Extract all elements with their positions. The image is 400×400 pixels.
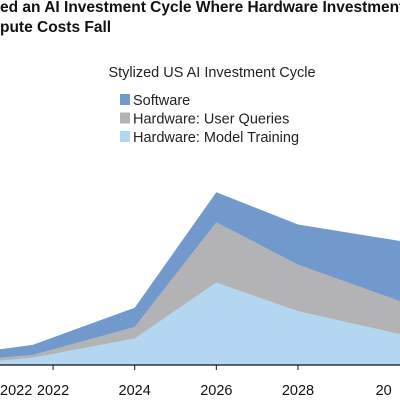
area-hardware-model-training	[0, 282, 400, 365]
legend-label: Hardware: Model Training	[133, 130, 299, 146]
area-software	[0, 192, 400, 358]
legend: Software Hardware: User Queries Hardware: …	[120, 93, 299, 146]
stacked-areas	[0, 192, 400, 365]
x-axis: 2022 2022 2024 2026 2028 20	[0, 364, 400, 399]
area-hardware-user-queries	[0, 222, 400, 361]
headline-line-2: pute Costs Fall	[0, 19, 112, 36]
x-tick-label: 2028	[282, 383, 314, 399]
legend-swatch	[120, 131, 130, 142]
x-tick-label: 2024	[119, 383, 151, 399]
x-tick-label: 2022	[37, 383, 69, 399]
headline: ed an AI Investment Cycle Where Hardware…	[0, 0, 400, 38]
legend-swatch	[120, 94, 130, 105]
headline-line-1: ed an AI Investment Cycle Where Hardware…	[0, 0, 400, 16]
legend-swatch	[120, 112, 130, 124]
legend-label: Hardware: User Queries	[133, 112, 289, 128]
x-tick-label: 2026	[200, 383, 232, 399]
x-tick-label: 2022	[0, 383, 32, 399]
chart-subtitle: Stylized US AI Investment Cycle	[108, 65, 315, 81]
x-tick-label: 20	[376, 383, 392, 399]
legend-label: Software	[133, 93, 190, 109]
